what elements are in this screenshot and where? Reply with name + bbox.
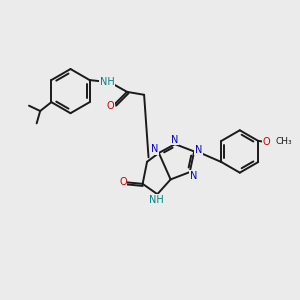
Text: N: N [151,144,158,154]
Text: N: N [171,135,179,145]
Text: O: O [119,177,127,188]
Text: NH: NH [149,195,164,205]
Text: O: O [107,101,114,111]
Text: N: N [190,171,197,181]
Text: O: O [262,137,270,147]
Text: NH: NH [100,77,114,87]
Text: N: N [195,145,202,155]
Text: CH₃: CH₃ [275,137,292,146]
